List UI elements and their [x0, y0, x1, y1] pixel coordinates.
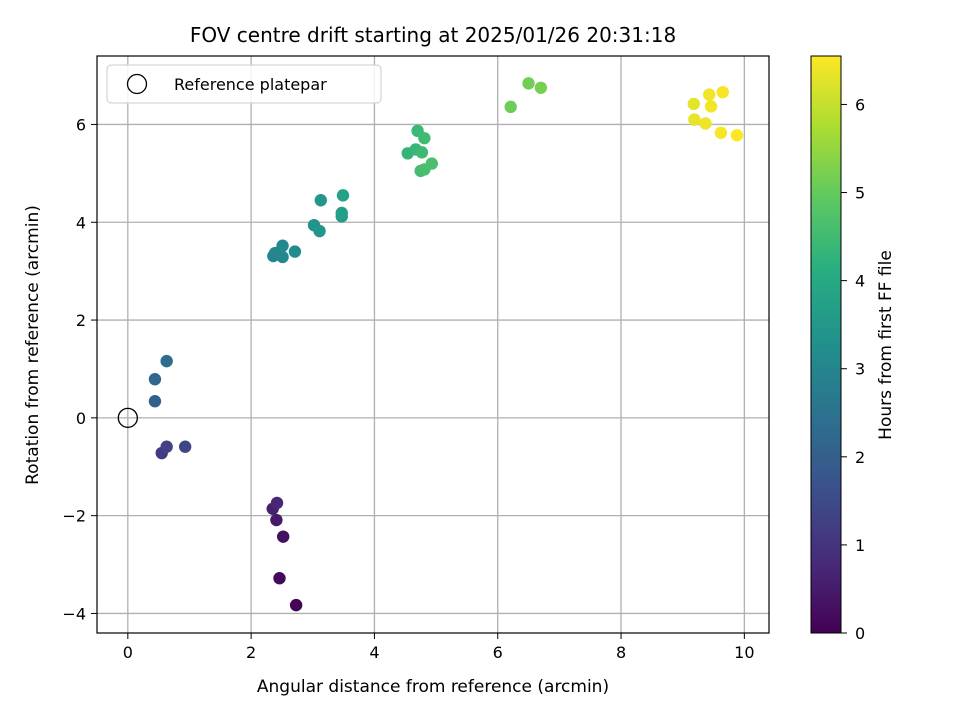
data-point-39	[714, 126, 728, 139]
data-point-15	[276, 239, 289, 252]
data-point-30	[425, 157, 438, 170]
plot-frame	[96, 55, 770, 634]
x-tick-label-5: 10	[734, 643, 754, 662]
colorbar-label: Hours from first FF file	[876, 250, 896, 440]
data-point-8	[178, 440, 192, 453]
x-tick-label-4: 8	[616, 643, 626, 662]
data-point-22	[336, 189, 350, 202]
data-point-40	[716, 85, 729, 99]
x-tick-label-3: 6	[493, 643, 503, 662]
x-tick-label-1: 2	[246, 643, 256, 662]
y-tick-label-5: 6	[76, 115, 86, 134]
colorbar-ticks: 0 1 2 3 4 5 6	[841, 95, 865, 643]
data-point-5	[270, 496, 284, 510]
data-point-9	[148, 395, 162, 408]
data-point-33	[534, 81, 548, 94]
data-point-3	[270, 513, 283, 527]
colorbar-tick-label-0: 0	[855, 624, 865, 643]
colorbar: 0 1 2 3 4 5 6 Hours from first FF file	[810, 55, 896, 643]
data-point-7	[160, 440, 173, 453]
colorbar-tick-label-1: 1	[855, 536, 865, 555]
data-point-10	[148, 373, 162, 386]
data-point-41	[730, 129, 744, 142]
data-point-35	[688, 113, 701, 126]
data-point-31	[504, 100, 517, 114]
colorbar-tick-label-3: 3	[855, 360, 865, 379]
y-tick-label-4: 4	[76, 213, 86, 232]
data-point-11	[160, 354, 173, 368]
data-point-32	[522, 77, 535, 90]
colorbar-tick-label-4: 4	[855, 272, 865, 291]
colorbar-tick-label-2: 2	[855, 448, 865, 467]
data-point-18	[313, 224, 326, 238]
data-point-34	[687, 97, 700, 111]
plot-area: 0 2 4 6 8 10 −4 −2 0 2 4 6	[62, 55, 770, 662]
x-tick-label-2: 4	[369, 643, 379, 662]
legend-box	[106, 64, 382, 104]
y-tick-label-1: −2	[62, 507, 86, 526]
data-point-37	[702, 88, 716, 101]
y-axis-label: Rotation from reference (arcmin)	[23, 205, 43, 485]
y-tick-label-0: −4	[62, 604, 86, 623]
data-point-26	[415, 146, 429, 159]
legend: Reference platepar	[106, 64, 382, 104]
colorbar-gradient	[810, 55, 842, 634]
data-point-38	[704, 100, 718, 113]
data-point-16	[288, 245, 302, 258]
x-axis-label: Angular distance from reference (arcmin)	[257, 677, 609, 697]
colorbar-tick-label-6: 6	[855, 95, 865, 114]
y-tick-label-3: 2	[76, 311, 86, 330]
data-point-19	[314, 194, 327, 207]
x-tick-label-0: 0	[123, 643, 133, 662]
colorbar-tick-label-5: 5	[855, 184, 865, 203]
data-point-1	[273, 572, 286, 585]
data-point-21	[335, 206, 348, 220]
y-tick-label-2: 0	[76, 409, 86, 428]
legend-label-reference: Reference platepar	[174, 75, 327, 94]
reference-platepar-marker	[117, 407, 138, 428]
data-point-2	[276, 530, 290, 543]
data-point-36	[699, 117, 712, 130]
data-point-27	[418, 131, 431, 145]
legend-marker-reference	[126, 73, 148, 95]
data-point-14	[276, 250, 289, 264]
data-point-0	[289, 598, 303, 612]
chart-title: FOV centre drift starting at 2025/01/26 …	[190, 23, 676, 47]
